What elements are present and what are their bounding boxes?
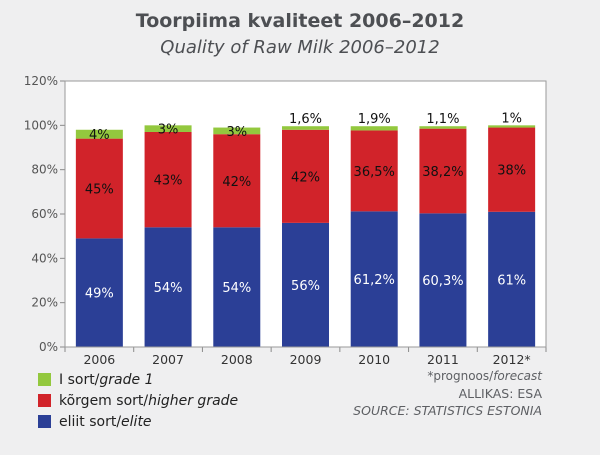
data-label: 42%: [291, 170, 320, 185]
x-tick-label: 2006: [83, 352, 115, 367]
y-tick-label: 0%: [39, 340, 58, 354]
bar-segment: [144, 125, 192, 132]
data-label: 1,6%: [289, 112, 322, 127]
bar-segment: [350, 211, 398, 347]
source-notes: *prognoos/forecast ALLIKAS: ESA SOURCE: …: [353, 369, 542, 420]
legend-label-elite: eliit sort/: [59, 413, 122, 430]
legend-item-grade1: I sort/grade 1: [38, 369, 238, 390]
x-tick-label: 2008: [221, 352, 253, 367]
bar-segment: [350, 126, 398, 131]
source-et: ALLIKAS: ESA: [458, 386, 542, 401]
x-tick-label: 2011: [427, 352, 459, 367]
y-tick-label: 40%: [31, 251, 58, 265]
bar-segment: [282, 126, 329, 130]
data-label: 3%: [158, 123, 179, 138]
data-label: 1,9%: [358, 112, 391, 127]
y-tick-label: 20%: [31, 296, 58, 310]
data-label: 54%: [222, 281, 251, 296]
bar-segment: [213, 127, 261, 135]
forecast-note-en: forecast: [493, 369, 542, 383]
bar-segment: [282, 222, 329, 347]
bar-segment: [75, 129, 123, 139]
legend-label-higher-grade: kõrgem sort/: [59, 392, 149, 409]
x-tick-label: 2012*: [493, 352, 531, 367]
bar-segment: [350, 130, 398, 212]
data-label: 42%: [222, 175, 251, 190]
bar-segment: [75, 238, 123, 347]
bar-segment: [488, 125, 536, 128]
data-label: 1,1%: [426, 112, 459, 127]
bar-segment: [144, 227, 192, 347]
data-label: 61%: [497, 273, 526, 288]
chart-title: Toorpiima kvaliteet 2006–2012: [135, 10, 465, 32]
bar-segment: [488, 127, 536, 212]
data-label: 36,5%: [354, 165, 395, 180]
legend: I sort/grade 1 kõrgem sort/higher grade …: [38, 369, 238, 432]
bar-segment: [419, 213, 467, 347]
bar-segment: [419, 128, 467, 214]
legend-label-higher-grade-en: higher grade: [148, 392, 239, 409]
y-tick-label: 120%: [24, 74, 58, 88]
data-label: 56%: [291, 279, 320, 294]
legend-swatch-elite: [38, 415, 51, 428]
y-tick-label: 60%: [31, 207, 58, 221]
forecast-note: *prognoos/forecast: [353, 369, 542, 386]
bar-segment: [213, 227, 261, 347]
forecast-note-et: *prognoos/: [427, 369, 494, 383]
data-label: 43%: [154, 174, 183, 189]
data-label: 45%: [85, 183, 114, 198]
legend-label-elite-en: elite: [121, 413, 152, 430]
data-label: 3%: [226, 125, 247, 140]
plot-border: [64, 80, 547, 348]
bar-segment: [75, 138, 123, 239]
legend-swatch-higher-grade: [38, 394, 51, 407]
bar-segment: [282, 129, 329, 223]
x-tick-label: 2010: [358, 352, 390, 367]
bar-segment: [488, 211, 536, 347]
data-label: 38%: [497, 164, 526, 179]
legend-item-elite: eliit sort/elite: [38, 411, 238, 432]
data-label: 54%: [154, 281, 183, 296]
data-label: 49%: [85, 287, 114, 302]
bar-segment: [144, 131, 192, 228]
data-label: 61,2%: [354, 273, 395, 288]
data-label: 60,3%: [422, 274, 463, 289]
x-tick-label: 2007: [152, 352, 184, 367]
y-tick-label: 100%: [24, 118, 58, 132]
x-tick-label: 2009: [290, 352, 322, 367]
data-label: 38,2%: [422, 165, 463, 180]
chart-subtitle: Quality of Raw Milk 2006–2012: [160, 37, 440, 58]
data-label: 4%: [89, 128, 110, 143]
legend-swatch-grade1: [38, 373, 51, 386]
source-en: SOURCE: STATISTICS ESTONIA: [353, 403, 542, 418]
legend-label-grade1: I sort/: [59, 371, 100, 388]
y-tick-label: 80%: [31, 163, 58, 177]
bar-segment: [213, 134, 261, 228]
legend-item-higher-grade: kõrgem sort/higher grade: [38, 390, 238, 411]
legend-label-grade1-en: grade 1: [99, 371, 154, 388]
bar-segment: [419, 126, 467, 129]
data-label: 1%: [501, 111, 522, 126]
